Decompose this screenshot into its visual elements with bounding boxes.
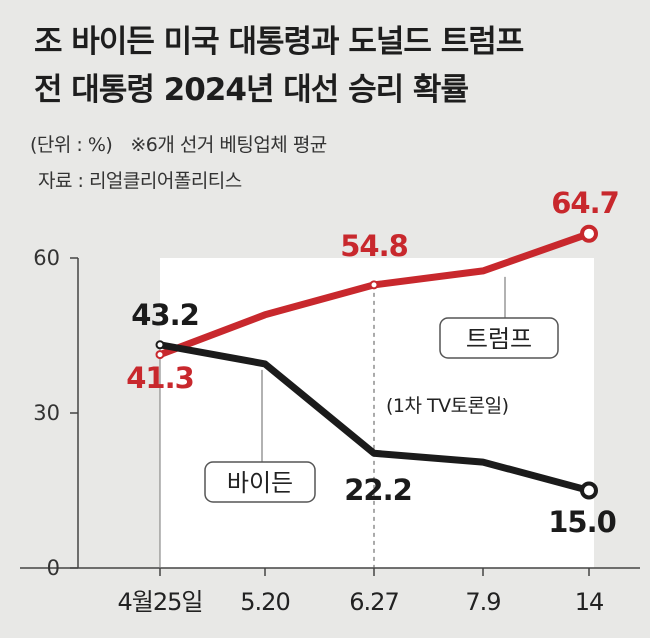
y-tick-label-2: 60 <box>33 246 60 270</box>
source-note: 자료 : 리얼클리어폴리티스 <box>38 170 242 192</box>
series-line-1 <box>156 341 593 494</box>
point-marker-4 <box>580 481 598 500</box>
point-marker-3 <box>155 340 165 350</box>
series-tag-box-0 <box>439 317 559 359</box>
x-axis-ticks: 4월25일 5.20 6.27 7.9 14 <box>118 568 604 616</box>
x-tick-label-1: 5.20 <box>240 588 289 616</box>
y-tick-label-0: 0 <box>47 556 60 580</box>
x-tick-label-0: 4월25일 <box>118 588 203 616</box>
point-marker-1 <box>369 280 379 290</box>
chart-title: 조 바이든 미국 대통령과 도널드 트럼프 전 대통령 2024년 대선 승리 … <box>34 18 524 114</box>
guide-lines: (1차 TV토론일) <box>159 276 509 568</box>
unit-note: (단위 : %) <box>30 134 113 156</box>
y-axis-ticks: 0 30 60 <box>33 246 78 580</box>
data-label-1-0: 43.2 <box>131 298 199 332</box>
title-line-2: 전 대통령 2024년 대선 승리 확률 <box>34 72 469 108</box>
series-tag-box-1 <box>204 461 316 503</box>
point-marker-0 <box>155 350 165 360</box>
y-tick-label-1: 30 <box>33 401 60 425</box>
point-marker-2 <box>580 224 598 243</box>
method-note: ※6개 선거 베팅업체 평균 <box>130 134 327 156</box>
chart-notes: (단위 : %) ※6개 선거 베팅업체 평균 <box>30 130 327 157</box>
data-label-1-4: 15.0 <box>548 505 616 539</box>
data-label-0-2: 54.8 <box>340 229 408 263</box>
data-labels: 41.3 54.8 64.7 43.2 22.2 15.0 <box>126 186 620 539</box>
title-line-1: 조 바이든 미국 대통령과 도널드 트럼프 <box>34 24 524 60</box>
data-label-1-2: 22.2 <box>344 473 412 507</box>
x-tick-label-4: 14 <box>575 588 604 616</box>
plot-area <box>160 258 594 568</box>
x-tick-label-2: 6.27 <box>349 588 398 616</box>
x-tick-label-3: 7.9 <box>465 588 500 616</box>
data-label-0-0: 41.3 <box>126 361 194 395</box>
series-tag-label-0: 트럼프 <box>466 325 532 353</box>
series-lines <box>155 224 598 500</box>
data-label-0-4: 64.7 <box>551 186 619 220</box>
series-tag-label-1: 바이든 <box>227 469 293 497</box>
debate-annotation: (1차 TV토론일) <box>386 395 508 417</box>
